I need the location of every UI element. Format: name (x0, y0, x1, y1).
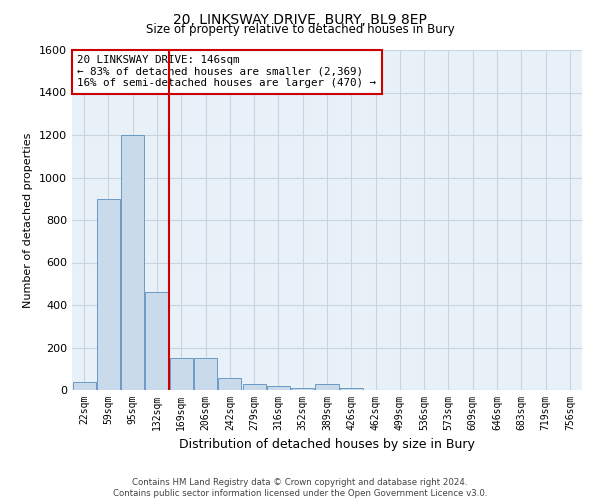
Text: Size of property relative to detached houses in Bury: Size of property relative to detached ho… (146, 22, 454, 36)
Bar (170, 358, 193, 390)
Bar (73, 382, 95, 390)
Bar (145, 292, 169, 390)
Bar (316, 384, 338, 390)
Text: 20, LINKSWAY DRIVE, BURY, BL9 8EP: 20, LINKSWAY DRIVE, BURY, BL9 8EP (173, 12, 427, 26)
Bar (194, 358, 217, 390)
Bar (340, 388, 363, 390)
Bar (291, 388, 314, 390)
Text: 20 LINKSWAY DRIVE: 146sqm
← 83% of detached houses are smaller (2,369)
16% of se: 20 LINKSWAY DRIVE: 146sqm ← 83% of detac… (77, 55, 376, 88)
Bar (218, 378, 241, 390)
Bar (242, 384, 266, 390)
Y-axis label: Number of detached properties: Number of detached properties (23, 132, 34, 308)
Text: Contains HM Land Registry data © Crown copyright and database right 2024.
Contai: Contains HM Land Registry data © Crown c… (113, 478, 487, 498)
Bar (267, 386, 290, 390)
Bar (121, 135, 144, 390)
Bar (97, 198, 120, 390)
X-axis label: Distribution of detached houses by size in Bury: Distribution of detached houses by size … (179, 438, 475, 452)
